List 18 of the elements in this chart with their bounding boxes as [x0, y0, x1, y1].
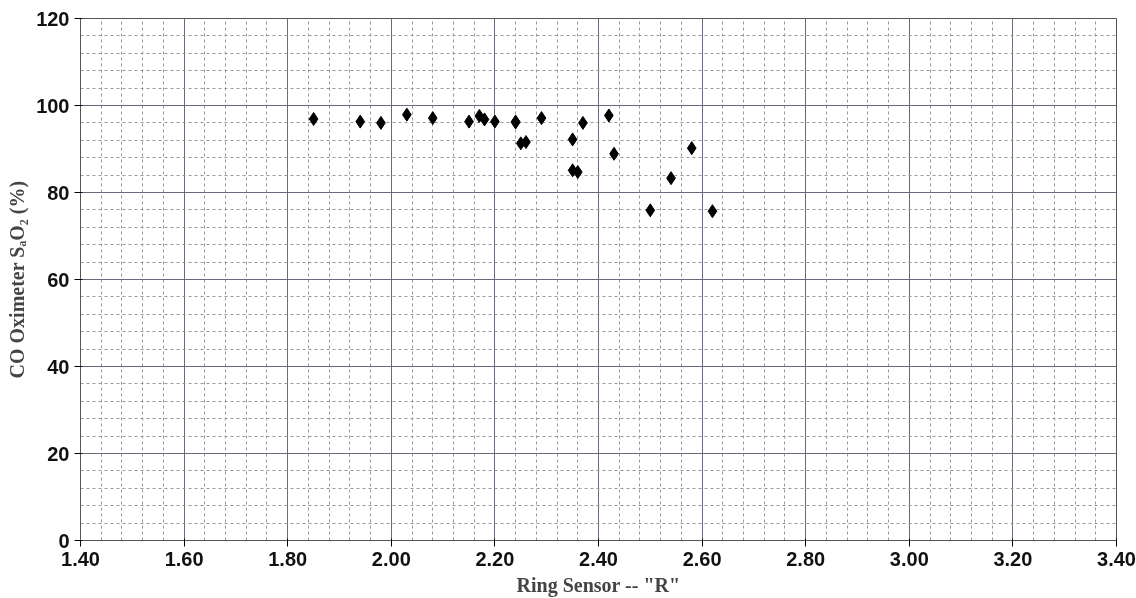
y-tick-label: 120: [36, 7, 70, 30]
y-tick-label: 20: [47, 442, 70, 465]
x-tick-label: 2.60: [682, 547, 722, 570]
x-tick-label: 2.40: [579, 547, 618, 570]
y-tick-label: 100: [36, 94, 70, 117]
x-tick-label: 2.80: [786, 547, 826, 570]
x-tick-label: 3.40: [1097, 547, 1136, 570]
y-tick-label: 40: [47, 355, 70, 378]
y-tick-label: 80: [47, 181, 70, 204]
x-tick-label: 1.60: [164, 547, 204, 570]
x-tick-label: 3.20: [993, 547, 1033, 570]
x-tick-label: 2.20: [475, 547, 515, 570]
x-axis-title: Ring Sensor -- "R": [516, 573, 681, 597]
y-axis-title: CO Oximeter SₐO₂ (%): [6, 180, 30, 379]
x-tick-label: 3.00: [889, 547, 929, 570]
x-tick-label: 2.00: [371, 547, 411, 570]
y-tick-label: 60: [47, 268, 70, 291]
x-tick-label: 1.80: [268, 547, 308, 570]
